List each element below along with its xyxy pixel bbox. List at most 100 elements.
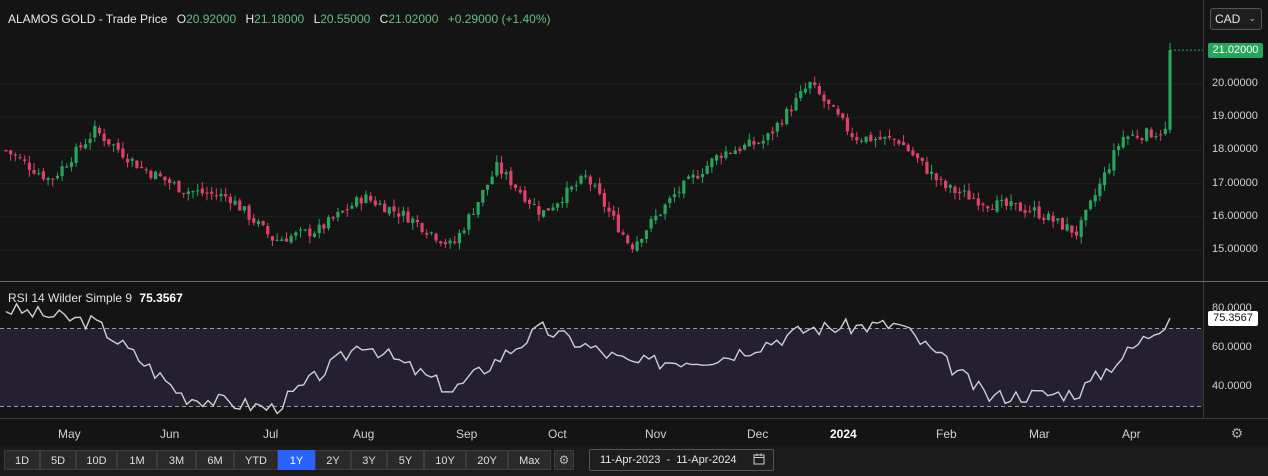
date-range-text: 11-Apr-2023 - 11-Apr-2024	[600, 454, 737, 466]
candle-up	[775, 122, 779, 132]
range-button-6m[interactable]: 6M	[196, 450, 234, 470]
range-button-10y[interactable]: 10Y	[424, 450, 466, 470]
candle-up	[153, 171, 158, 180]
candle-up	[196, 190, 200, 192]
candle-up	[1032, 207, 1037, 211]
range-button-3m[interactable]: 3M	[157, 450, 196, 470]
range-button-max[interactable]: Max	[508, 450, 551, 470]
candle-up	[705, 165, 709, 174]
month-label: Nov	[645, 427, 667, 441]
candle-down	[266, 226, 270, 235]
candle-down	[23, 159, 27, 161]
candle-up	[593, 185, 597, 187]
candle-down	[345, 209, 349, 211]
range-button-1d[interactable]: 1D	[4, 450, 40, 470]
candle-up	[859, 140, 864, 142]
candle-down	[523, 190, 527, 202]
candle-down	[831, 105, 836, 107]
gear-icon[interactable]: ⚙	[554, 450, 574, 470]
candle-down	[261, 220, 265, 226]
candle-up	[317, 224, 321, 234]
date-range-picker[interactable]: 11-Apr-2023 - 11-Apr-2024	[589, 449, 774, 471]
candle-down	[247, 205, 251, 220]
range-button-5y[interactable]: 5Y	[387, 450, 424, 470]
range-button-20y[interactable]: 20Y	[466, 450, 508, 470]
candle-up	[565, 187, 569, 203]
candle-up	[551, 207, 555, 211]
range-button-10d[interactable]: 10D	[76, 450, 117, 470]
candle-up	[1163, 128, 1167, 134]
candle-down	[813, 82, 817, 86]
candle-up	[1046, 213, 1051, 221]
change-value: +0.29000 (+1.40%)	[447, 12, 551, 26]
candle-down	[887, 136, 892, 138]
range-button-1m[interactable]: 1M	[117, 450, 157, 470]
candle-down	[1135, 135, 1139, 138]
candle-up	[401, 210, 405, 216]
candle-up	[649, 218, 653, 229]
candle-up	[1084, 209, 1088, 221]
candle-down	[270, 236, 275, 241]
candle-down	[972, 197, 976, 199]
candle-down	[901, 142, 906, 146]
range-button-5d[interactable]: 5D	[40, 450, 76, 470]
candle-up	[1079, 220, 1083, 238]
candle-down	[284, 238, 289, 242]
candle-up	[1126, 136, 1130, 139]
candle-up	[303, 229, 307, 231]
price-axis[interactable]	[1203, 0, 1268, 418]
candle-down	[1140, 138, 1144, 140]
candle-up	[336, 211, 340, 218]
rsi-band	[0, 328, 1203, 407]
price-tick: 17.00000	[1212, 177, 1258, 189]
candle-up	[467, 214, 471, 230]
time-axis[interactable]	[0, 418, 1268, 447]
month-label: Sep	[456, 427, 478, 441]
price-tick: 16.00000	[1212, 210, 1258, 222]
range-button-ytd[interactable]: YTD	[234, 450, 278, 470]
candle-up	[1121, 136, 1125, 148]
candle-down	[892, 138, 896, 140]
candle-up	[294, 232, 298, 236]
candle-up	[1000, 199, 1004, 201]
calendar-icon[interactable]	[753, 453, 765, 465]
candle-down	[168, 179, 172, 184]
candle-up	[130, 158, 134, 161]
candle-up	[326, 217, 331, 229]
candle-down	[509, 171, 513, 186]
candle-up	[191, 191, 195, 193]
rsi-tick: 40.0000	[1212, 380, 1252, 392]
price-tick: 20.00000	[1212, 77, 1258, 89]
candle-up	[233, 200, 237, 205]
candle-down	[822, 94, 826, 102]
candle-down	[1004, 198, 1008, 206]
candle-down	[897, 140, 901, 144]
candle-down	[920, 157, 924, 161]
candle-down	[102, 133, 106, 142]
price-panel[interactable]	[0, 5, 1203, 281]
candle-up	[747, 139, 751, 147]
candle-down	[915, 153, 920, 159]
panel-divider[interactable]	[0, 281, 1268, 282]
rsi-legend-value: 75.3567	[139, 291, 183, 305]
candle-down	[527, 199, 532, 204]
candle-up	[761, 140, 765, 144]
candle-down	[1037, 206, 1041, 219]
candle-down	[9, 150, 13, 155]
candle-up	[799, 91, 803, 99]
candle-up	[560, 202, 564, 204]
currency-select[interactable]: CAD ⌄	[1210, 8, 1262, 30]
high-key: H	[245, 12, 255, 26]
candle-down	[32, 170, 36, 174]
candle-up	[1154, 136, 1158, 138]
range-button-3y[interactable]: 3Y	[351, 450, 387, 470]
range-button-1y[interactable]: 1Y	[278, 450, 315, 470]
range-button-2y[interactable]: 2Y	[315, 450, 351, 470]
candle-down	[359, 197, 363, 204]
candle-up	[256, 221, 261, 225]
gear-icon[interactable]: ⚙	[1230, 425, 1244, 441]
candle-up	[766, 133, 770, 141]
candle-up	[186, 191, 190, 194]
candle-up	[340, 210, 345, 213]
